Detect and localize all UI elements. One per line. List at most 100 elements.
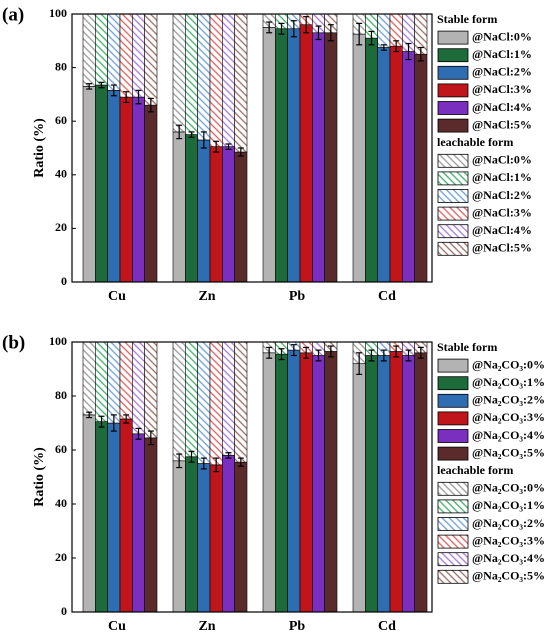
legend-label: @Na₂CO₃:2% (472, 393, 545, 407)
stable-bar (299, 24, 313, 283)
legend-swatch (437, 569, 469, 584)
legend-swatch (437, 411, 469, 426)
stable-bar (185, 456, 198, 613)
legend-label: @NaCl:1% (472, 47, 532, 61)
stable-bar (172, 131, 186, 283)
legend-swatch (437, 83, 469, 98)
legend-label: @NaCl:5% (472, 117, 532, 131)
stable-bar (222, 455, 235, 613)
error-bar (368, 349, 375, 362)
stable-bar (352, 33, 366, 283)
stable-bar (275, 28, 288, 283)
legend-label: @Na₂CO₃:2% (472, 516, 545, 530)
legend-label: @NaCl:4% (472, 100, 532, 114)
plot-frame (71, 13, 433, 283)
stable-bar (119, 418, 133, 613)
error-bar (86, 411, 93, 419)
legend-label: @Na₂CO₃:3% (472, 410, 545, 424)
error-bar (135, 427, 142, 440)
stable-bar (209, 146, 223, 283)
stable-bar (402, 51, 415, 283)
error-bar (176, 124, 183, 140)
y-tick-label: 60 (55, 442, 67, 456)
x-tick-label: Pb (289, 619, 306, 634)
panel-label: (b) (2, 332, 25, 353)
x-tick-label: Zn (198, 619, 215, 634)
leachable-bar (197, 13, 211, 141)
error-bar (123, 91, 130, 104)
legend-swatch (437, 101, 469, 115)
stable-bar (144, 104, 158, 283)
error-bar (290, 344, 297, 357)
plot-frame (71, 341, 433, 613)
stable-bar (324, 32, 338, 283)
legend-label: @Na₂CO₃:0% (472, 357, 545, 371)
x-tick-label: Cd (378, 619, 396, 634)
stable-bar (414, 352, 428, 613)
leachable-bar (234, 341, 248, 463)
error-bar (86, 83, 93, 90)
legend-swatch (437, 189, 469, 203)
stable-bar (262, 27, 276, 283)
stable-bar (365, 355, 378, 613)
leachable-bar (234, 13, 248, 153)
leachable-bar (209, 341, 223, 466)
leachable-bar (222, 13, 235, 147)
error-bar (123, 414, 130, 424)
y-tick-label: 0 (61, 604, 67, 618)
legend-swatch (437, 118, 469, 133)
leachable-bar (185, 341, 198, 458)
error-bar (315, 349, 322, 362)
legend-label: @Na₂CO₃:4% (472, 428, 545, 442)
leachable-bar (82, 13, 96, 87)
stable-bar (352, 363, 366, 613)
error-bar (200, 457, 207, 470)
stable-bar (287, 349, 301, 613)
legend-label: @Na₂CO₃:1% (472, 498, 545, 512)
error-bar (213, 140, 220, 153)
stable-bar (275, 353, 288, 613)
error-bar (290, 20, 297, 38)
y-tick-label: 40 (55, 496, 67, 510)
stable-bar (234, 151, 248, 283)
stable-bar (144, 437, 158, 613)
x-tick-label: Cu (108, 619, 126, 634)
x-tick-label: Cu (108, 289, 126, 304)
legend-swatch (437, 206, 469, 221)
stable-bar (262, 352, 276, 613)
stable-bar (389, 45, 403, 283)
stable-bar (197, 139, 211, 283)
stable-bar (132, 96, 145, 283)
legend-title: Stable form (437, 12, 497, 26)
legend-label: @Na₂CO₃:1% (472, 375, 545, 389)
stable-bar (107, 90, 121, 283)
stable-bar (95, 421, 108, 613)
legend-swatch (437, 171, 469, 186)
error-bar (147, 97, 154, 113)
stable-bar (389, 351, 403, 613)
legend-swatch (437, 224, 469, 239)
stable-bar (312, 32, 325, 283)
y-tick-label: 60 (55, 113, 67, 127)
legend-label: @NaCl:0% (472, 29, 532, 43)
x-tick-label: Cd (378, 289, 396, 304)
legend-label: @Na₂CO₃:4% (472, 551, 545, 565)
stable-bar (402, 355, 415, 613)
y-tick-label: 80 (55, 59, 67, 73)
panel-label: (a) (2, 4, 24, 25)
legend-label: @NaCl:3% (472, 205, 532, 219)
legend-swatch (437, 48, 469, 63)
leachable-bar (185, 13, 198, 135)
error-bar (393, 345, 400, 358)
error-bar (225, 452, 232, 459)
error-bar (225, 143, 232, 150)
error-bar (213, 457, 220, 473)
legend-swatch (437, 429, 469, 443)
stable-bar (132, 433, 145, 613)
legend-swatch (437, 65, 469, 80)
error-bar (237, 147, 244, 157)
x-tick-label: Zn (198, 289, 215, 304)
legend-label: @NaCl:1% (472, 170, 532, 184)
legend-swatch (437, 30, 469, 45)
leachable-bar (172, 341, 186, 462)
